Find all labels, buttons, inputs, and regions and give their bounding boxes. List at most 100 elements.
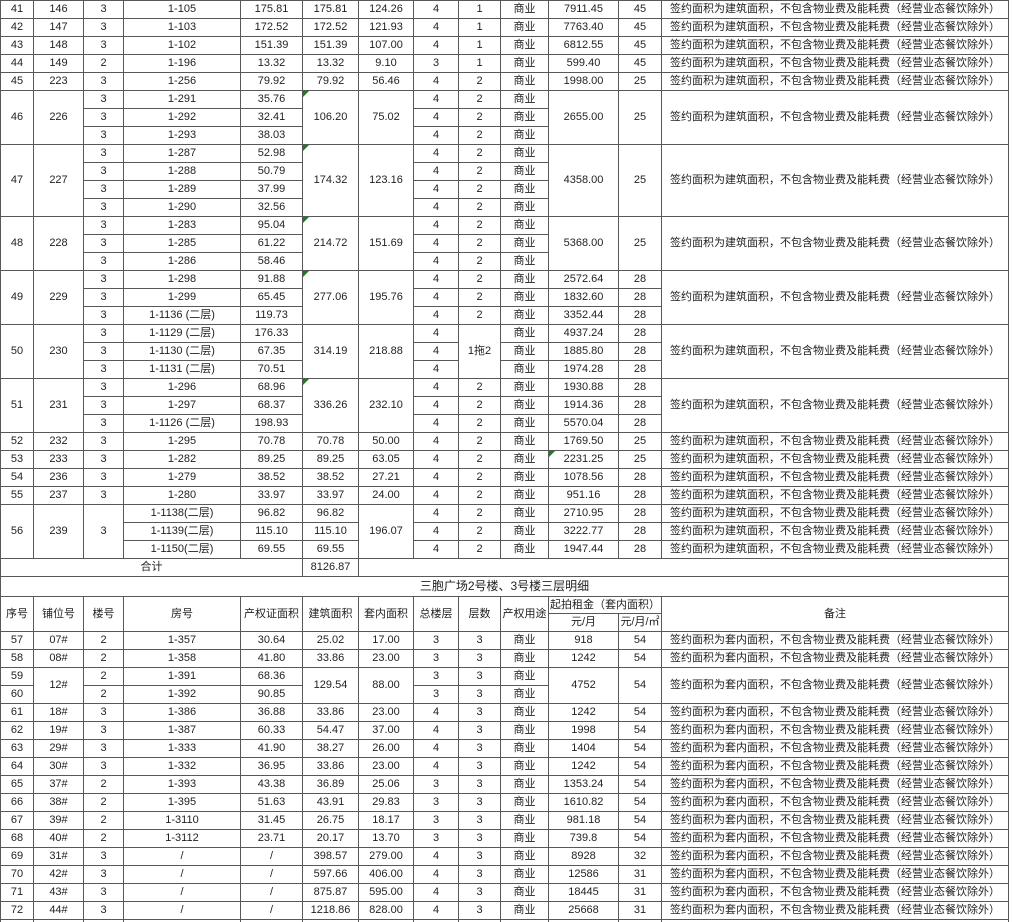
table-cell: 70.78: [302, 432, 359, 451]
table-cell: 商业: [500, 883, 549, 902]
table-cell: 1242: [548, 757, 619, 776]
table-cell: 商业: [500, 54, 549, 73]
table-cell: 279.00: [358, 847, 414, 866]
table-row: 69 31# 3//398.57 279.00 4 3 商业 8928 32 签约面积为套内面积，…: [0, 847, 1009, 866]
table-cell: 67: [0, 811, 34, 830]
table-cell: 2: [83, 685, 124, 704]
table-cell: 1-292: [123, 108, 241, 127]
table-cell: 1-280: [123, 486, 241, 505]
table-cell: 61.22: [240, 234, 303, 253]
table-cell: 1-298: [123, 270, 241, 289]
table-cell: 2: [458, 180, 501, 199]
table-cell: 商业: [500, 649, 549, 668]
table-cell: 60: [0, 685, 34, 704]
table-cell: 28: [618, 324, 662, 343]
table-cell: 64: [0, 757, 34, 776]
table-cell: 1974.28: [548, 360, 619, 379]
table-cell: 28: [618, 288, 662, 307]
table-cell: 1: [458, 54, 501, 73]
column-header: 产权用途: [500, 596, 549, 632]
table-cell: 30#: [33, 757, 84, 776]
table-cell: 2: [83, 54, 124, 73]
table-cell: 签约面积为套内面积，不包含物业费及能耗费（经营业态餐饮除外）: [661, 775, 1009, 794]
table-cell: 4: [413, 847, 459, 866]
table-cell: 1353.24: [548, 775, 619, 794]
table-cell: 3: [83, 180, 124, 199]
table-row: 68 40# 2 1-3112 23.71 20.17 13.70 3 3 商业 739.8 54 签约…: [0, 829, 1009, 848]
table-cell: 3: [83, 198, 124, 217]
table-cell: 9.10: [358, 54, 414, 73]
table-cell: 25: [618, 216, 662, 271]
table-cell: 174.32: [302, 144, 359, 217]
table-cell: 签约面积为套内面积，不包含物业费及能耗费（经营业态餐饮除外）: [661, 631, 1009, 650]
table-cell: 签约面积为套内面积，不包含物业费及能耗费（经营业态餐饮除外）: [661, 883, 1009, 902]
table-cell: 2: [458, 468, 501, 487]
table-row: 49 229 3 1-298 91.88 277.06 195.76 4 2 商业 2572.64 2…: [0, 270, 1009, 325]
table-cell: 1-286: [123, 252, 241, 271]
table-cell: 3: [83, 72, 124, 91]
table-cell: 4: [413, 108, 459, 127]
table-cell: 3: [83, 450, 124, 469]
table-cell: 58: [0, 649, 34, 668]
table-cell: 63.05: [358, 450, 414, 469]
table-cell: 18.17: [358, 811, 414, 830]
table-cell: 918: [548, 631, 619, 650]
table-cell: 33.86: [302, 757, 359, 776]
table-cell: 151.69: [358, 216, 414, 271]
table-cell: 3: [458, 829, 501, 848]
table-cell: 33.97: [302, 486, 359, 505]
table-cell: 4: [413, 72, 459, 91]
table-cell: 1885.80: [548, 342, 619, 361]
table-cell: 1-295: [123, 432, 241, 451]
table-cell: 4: [413, 252, 459, 271]
table-cell: 2: [458, 234, 501, 253]
table-cell: 2: [458, 108, 501, 127]
table-cell: 4: [413, 883, 459, 902]
table-cell: 1-1139(二层): [123, 522, 241, 541]
table-cell: 签约面积为建筑面积，不包含物业费及能耗费（经营业态餐饮除外）: [661, 324, 1009, 379]
table-cell: 4: [413, 378, 459, 397]
table-cell: 54.47: [302, 721, 359, 740]
table-cell: 36.89: [302, 775, 359, 794]
table-cell: 商业: [500, 144, 549, 163]
table-cell: 336.26: [302, 378, 359, 433]
table-cell: 72: [0, 901, 34, 920]
table-cell: 597.66: [302, 865, 359, 884]
table-cell: 3: [83, 216, 124, 235]
table-cell: 13.32: [240, 54, 303, 73]
table-cell: 3: [413, 631, 459, 650]
table-cell: 28: [618, 522, 662, 541]
table-cell: 4: [413, 288, 459, 307]
table-cell: 54: [618, 757, 662, 776]
table-cell: 233: [33, 450, 84, 469]
table-cell: 26.75: [302, 811, 359, 830]
table-cell: 28: [618, 396, 662, 415]
table-cell: 商业: [500, 540, 549, 559]
table-cell: 25: [618, 450, 662, 469]
table-cell: 1242: [548, 649, 619, 668]
table-cell: 1-288: [123, 162, 241, 181]
table-cell: 4: [413, 0, 459, 19]
table-cell: 商业: [500, 703, 549, 722]
table-cell: 36.88: [240, 703, 303, 722]
table-cell: 1218.86: [302, 901, 359, 920]
table-cell: 1-1129 (二层): [123, 324, 241, 343]
table-cell: 2: [83, 829, 124, 848]
table-cell: 4: [413, 721, 459, 740]
table-cell: 32.56: [240, 198, 303, 217]
table-cell: 3: [83, 252, 124, 271]
table-cell: 1: [458, 0, 501, 19]
table-cell: 4: [413, 234, 459, 253]
table-cell: 4752: [548, 667, 619, 704]
table-cell: 签约面积为建筑面积，不包含物业费及能耗费（经营业态餐饮除外）: [661, 90, 1009, 145]
table-cell: 18#: [33, 703, 84, 722]
table-row: 65 37# 2 1-393 43.38 36.89 25.06 3 3 商业 1353.24 54 签…: [0, 775, 1009, 794]
table-cell: 签约面积为建筑面积，不包含物业费及能耗费（经营业态餐饮除外）: [661, 0, 1009, 19]
table-cell: 70.51: [240, 360, 303, 379]
table-cell: 123.16: [358, 144, 414, 217]
table-cell: 53: [0, 450, 34, 469]
table-cell: 商业: [500, 198, 549, 217]
table-cell: 3: [83, 18, 124, 37]
table-cell: 08#: [33, 649, 84, 668]
column-header: 起拍租金（套内面积）: [548, 596, 662, 614]
